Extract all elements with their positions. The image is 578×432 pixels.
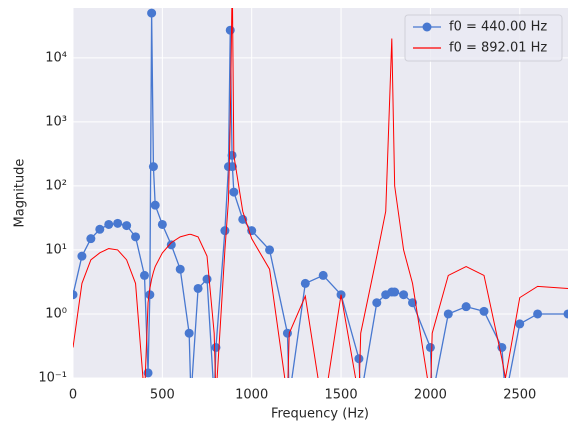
y-tick-label: 10⁻¹ [38,371,67,386]
series-line [73,8,568,378]
marker [211,342,221,352]
x-tick-label: 1000 [235,388,268,403]
marker [77,251,87,261]
marker [166,240,176,250]
marker [318,270,328,280]
x-tick-label: 0 [69,388,77,403]
marker [354,354,364,364]
marker [122,221,132,231]
plot-area [73,8,568,378]
marker [227,162,237,172]
marker [399,290,409,300]
x-tick-label: 2000 [414,388,447,403]
marker [145,290,155,300]
marker [300,278,310,288]
marker [461,302,471,312]
marker [479,306,489,316]
marker [227,150,237,160]
marker [131,232,141,242]
marker [372,298,382,308]
x-tick-label: 2500 [503,388,536,403]
marker [285,393,294,402]
marker [95,224,105,234]
y-tick-label: 10⁴ [45,50,67,65]
marker [139,270,149,280]
marker [86,234,96,244]
marker [104,219,114,229]
marker [229,187,239,197]
marker [157,219,167,229]
marker [150,200,160,210]
marker [186,393,195,402]
marker [202,274,212,284]
y-tick-label: 10⁰ [45,306,67,321]
marker [148,162,158,172]
marker [220,226,230,236]
marker [515,319,525,329]
marker [425,342,435,352]
y-tick-label: 10³ [45,114,67,129]
marker [390,287,400,297]
x-tick-label: 500 [150,388,175,403]
marker [175,264,185,274]
marker [113,218,123,228]
marker [147,8,157,18]
legend-label: f0 = 892.01 Hz [449,41,547,56]
marker [533,309,543,319]
legend-label: f0 = 440.00 Hz [449,20,547,35]
y-tick-label: 10² [45,178,67,193]
legend-marker [422,22,432,32]
marker [563,309,568,319]
marker [443,309,453,319]
marker [73,290,78,300]
legend-box [404,14,563,62]
marker [184,328,194,338]
marker [225,25,235,35]
x-axis-label: Frequency (Hz) [271,407,369,422]
marker [210,393,219,402]
marker [265,245,275,255]
x-tick-label: 1500 [325,388,358,403]
y-axis-label: Magnitude [13,159,28,228]
y-tick-label: 10¹ [45,242,67,257]
marker [193,283,203,293]
